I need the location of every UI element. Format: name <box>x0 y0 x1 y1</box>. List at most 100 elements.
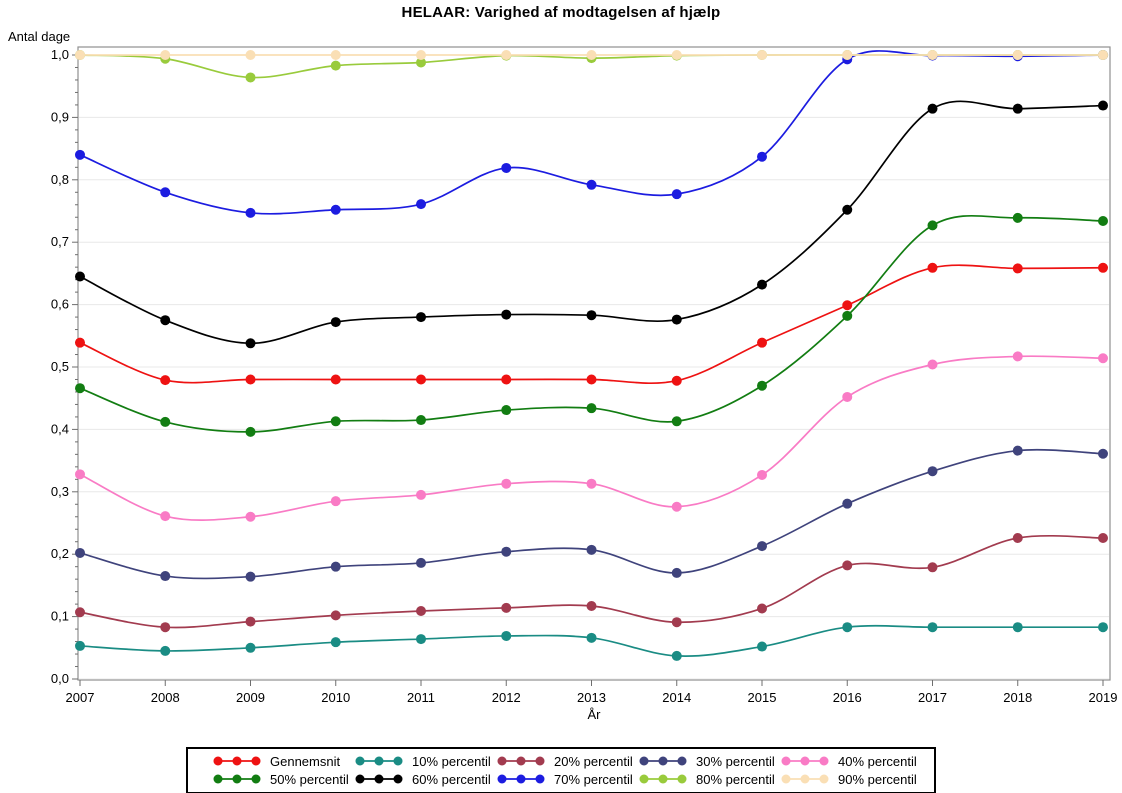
data-point-marker <box>842 391 853 402</box>
legend-item: 80% percentil <box>638 772 780 787</box>
data-point-marker <box>842 300 853 311</box>
data-point-marker <box>757 641 767 652</box>
data-point-marker <box>416 199 426 210</box>
data-point-marker <box>671 375 682 386</box>
data-point-marker <box>1012 532 1023 543</box>
data-point-marker <box>757 279 767 290</box>
y-tick-label: 0,1 <box>51 609 69 624</box>
legend-marker-icon <box>639 774 687 784</box>
data-point-marker <box>330 416 341 427</box>
data-point-marker <box>757 380 767 391</box>
y-tick-label: 0,4 <box>51 421 69 436</box>
data-point-marker <box>75 149 85 160</box>
data-point-marker <box>245 511 256 522</box>
data-point-marker <box>160 315 171 326</box>
legend-marker-icon <box>497 774 545 784</box>
data-point-marker <box>1098 622 1108 633</box>
legend-item: 90% percentil <box>780 772 922 787</box>
y-tick-label: 0,6 <box>51 297 69 312</box>
series-30-percentil <box>75 445 1108 582</box>
data-point-marker <box>671 416 682 427</box>
x-tick-label: 2014 <box>662 690 691 705</box>
legend-label: 20% percentil <box>554 753 633 769</box>
y-axis-label: Antal dage <box>8 29 71 44</box>
data-point-marker <box>586 544 597 555</box>
data-point-marker <box>245 642 256 653</box>
legend-marker-icon <box>213 756 261 766</box>
data-point-marker <box>160 622 171 633</box>
legend-label: Gennemsnit <box>270 753 341 769</box>
data-point-marker <box>671 501 682 512</box>
data-point-marker <box>927 103 938 114</box>
axis-ticks: 0,0 0,1 0,2 0,3 0,4 0,5 0,6 0,7 0,8 0,9 1,0 2007 200… <box>51 47 1118 705</box>
data-point-marker <box>245 50 256 60</box>
series-20-percentil <box>75 532 1108 633</box>
data-point-marker <box>75 50 85 60</box>
legend-marker-icon <box>497 756 545 766</box>
data-point-marker <box>330 610 341 621</box>
data-point-marker <box>160 50 171 60</box>
plot-frame <box>77 46 1111 681</box>
data-point-marker <box>501 374 512 385</box>
series-90-percentil <box>75 50 1108 60</box>
data-point-marker <box>75 547 85 558</box>
y-tick-label: 0,2 <box>51 546 69 561</box>
legend-label: 70% percentil <box>554 771 633 787</box>
legend-marker-icon <box>213 774 261 784</box>
data-point-marker <box>671 50 682 60</box>
data-point-marker <box>1012 263 1023 274</box>
data-point-marker <box>586 600 597 611</box>
legend-marker-icon <box>781 756 829 766</box>
data-point-marker <box>1098 262 1108 273</box>
legend-item: 60% percentil <box>354 772 496 787</box>
legend-item: 30% percentil <box>638 754 780 769</box>
data-point-marker <box>75 271 85 282</box>
y-tick-label: 0,7 <box>51 234 69 249</box>
data-point-marker <box>842 204 853 215</box>
data-point-marker <box>757 50 767 60</box>
data-point-marker <box>330 317 341 328</box>
x-tick-label: 2019 <box>1089 690 1118 705</box>
data-point-marker <box>501 405 512 416</box>
data-point-marker <box>416 557 426 568</box>
data-point-marker <box>501 478 512 489</box>
legend-marker-icon <box>355 774 403 784</box>
data-point-marker <box>671 314 682 325</box>
data-point-marker <box>330 637 341 648</box>
data-point-marker <box>1098 353 1108 364</box>
data-point-marker <box>842 622 853 633</box>
data-point-marker <box>75 383 85 394</box>
data-point-marker <box>586 374 597 385</box>
data-point-marker <box>927 466 938 477</box>
y-tick-label: 1,0 <box>51 47 69 62</box>
data-point-marker <box>330 496 341 507</box>
data-point-marker <box>1012 445 1023 456</box>
x-tick-label: 2007 <box>66 690 95 705</box>
data-point-marker <box>842 560 853 571</box>
data-point-marker <box>671 189 682 200</box>
data-point-marker <box>416 605 426 616</box>
data-point-marker <box>757 603 767 614</box>
legend-item: 70% percentil <box>496 772 638 787</box>
data-point-marker <box>245 374 256 385</box>
data-point-marker <box>927 220 938 231</box>
data-point-marker <box>1098 448 1108 459</box>
data-point-marker <box>501 602 512 613</box>
data-point-marker <box>245 72 256 83</box>
data-point-marker <box>245 426 256 437</box>
data-point-marker <box>671 567 682 578</box>
x-axis-label: År <box>587 707 601 722</box>
legend-label: 60% percentil <box>412 771 491 787</box>
data-point-marker <box>75 607 85 618</box>
legend-label: 90% percentil <box>838 771 917 787</box>
series-40-percentil <box>75 351 1108 522</box>
x-tick-label: 2009 <box>236 690 265 705</box>
data-point-marker <box>927 50 938 60</box>
data-point-marker <box>1012 212 1023 223</box>
x-tick-label: 2016 <box>833 690 862 705</box>
data-point-marker <box>842 310 853 321</box>
data-point-marker <box>330 50 341 60</box>
data-point-marker <box>586 478 597 489</box>
x-tick-label: 2008 <box>151 690 180 705</box>
